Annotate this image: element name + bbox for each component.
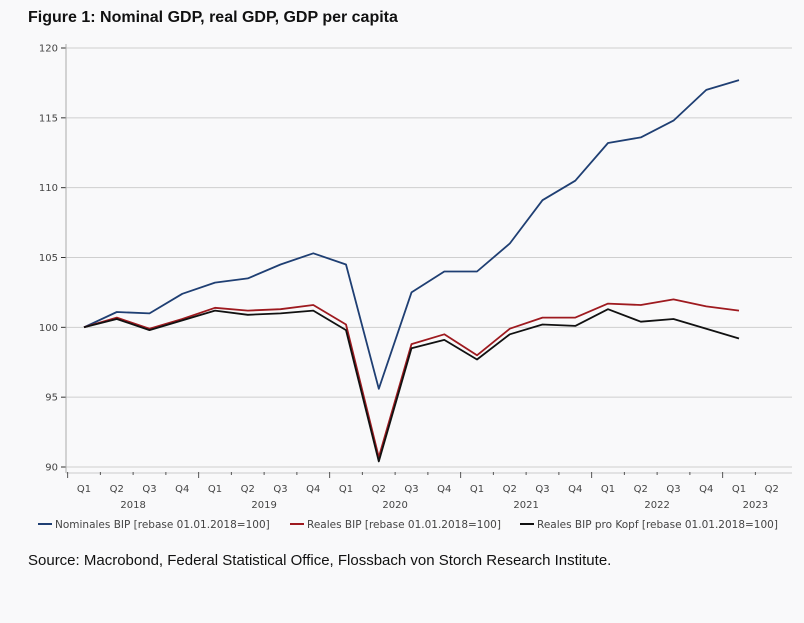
legend-swatch-nominal (38, 523, 52, 525)
source-note: Source: Macrobond, Federal Statistical O… (28, 552, 612, 569)
y-tick-label: 120 (39, 44, 58, 55)
y-tick-label: 90 (45, 463, 58, 474)
legend-label-per-capita: Reales BIP pro Kopf [rebase 01.01.2018=1… (537, 519, 778, 531)
legend-label-real: Reales BIP [rebase 01.01.2018=100] (307, 519, 501, 531)
series-line-real (83, 298, 740, 459)
y-axis: 90 95 100 105 110 115 120 (39, 44, 67, 474)
series-line-per-capita (83, 308, 740, 463)
legend-item-nominal: Nominales BIP [rebase 01.01.2018=100] (38, 519, 270, 531)
x-quarter-label: Q4 (175, 484, 189, 495)
x-quarter-label: Q1 (601, 484, 615, 495)
series-lines (83, 79, 740, 463)
x-quarter-label: Q3 (273, 484, 287, 495)
x-quarter-label: Q1 (470, 484, 484, 495)
legend-item-real: Reales BIP [rebase 01.01.2018=100] (290, 519, 501, 531)
gridlines (66, 47, 792, 468)
legend: Nominales BIP [rebase 01.01.2018=100] Re… (38, 519, 798, 535)
y-tick-label: 95 (45, 393, 58, 404)
legend-label-nominal: Nominales BIP [rebase 01.01.2018=100] (55, 519, 270, 531)
x-quarter-label: Q2 (110, 484, 124, 495)
x-axis: Q1 Q2 Q3 Q4 Q1 Q2 Q3 Q4 Q1 Q2 Q3 Q4 Q1 Q2 Q3 Q4 Q1 Q2 Q3 Q4… (66, 472, 792, 511)
chart-title: Figure 1: Nominal GDP, real GDP, GDP per… (28, 9, 398, 26)
x-year-label: 2021 (513, 500, 538, 511)
x-quarter-label: Q3 (535, 484, 549, 495)
x-quarter-label: Q4 (568, 484, 582, 495)
legend-swatch-real (290, 523, 304, 525)
x-year-label: 2022 (644, 500, 669, 511)
x-quarter-label: Q3 (404, 484, 418, 495)
x-year-label: 2018 (120, 500, 145, 511)
y-tick-label: 110 (39, 183, 58, 194)
x-quarter-label: Q3 (666, 484, 680, 495)
x-quarter-label: Q1 (208, 484, 222, 495)
y-tick-label: 100 (39, 323, 58, 334)
x-quarter-label: Q4 (306, 484, 320, 495)
x-quarter-label: Q4 (699, 484, 713, 495)
x-quarter-label: Q2 (372, 484, 386, 495)
y-tick-label: 115 (39, 113, 58, 124)
x-year-label: 2019 (251, 500, 276, 511)
x-quarter-label: Q1 (77, 484, 91, 495)
legend-swatch-per-capita (520, 523, 534, 525)
x-quarter-label: Q4 (437, 484, 451, 495)
y-tick-label: 105 (39, 253, 58, 264)
x-quarter-label: Q2 (241, 484, 255, 495)
x-quarter-label: Q2 (634, 484, 648, 495)
x-quarter-label: Q2 (503, 484, 517, 495)
x-year-label: 2020 (382, 500, 407, 511)
x-quarter-label: Q1 (339, 484, 353, 495)
x-quarter-label: Q1 (732, 484, 746, 495)
x-quarter-label: Q2 (765, 484, 779, 495)
series-line-nominal (83, 79, 740, 390)
x-year-label: 2023 (743, 500, 768, 511)
legend-item-per-capita: Reales BIP pro Kopf [rebase 01.01.2018=1… (520, 519, 778, 531)
x-quarter-label: Q3 (142, 484, 156, 495)
line-chart: 90 95 100 105 110 115 120 Q1 Q2 Q3 Q4 Q1 Q2 Q3 Q4 Q1 Q2… (39, 44, 792, 511)
